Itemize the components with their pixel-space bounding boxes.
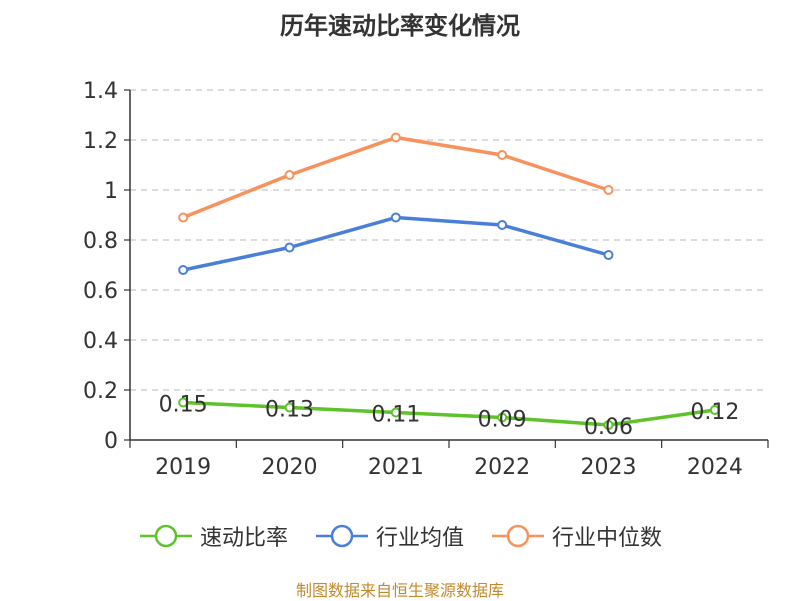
x-tick-label: 2019	[155, 455, 211, 480]
data-point	[497, 150, 508, 160]
legend-label: 行业均值	[375, 526, 464, 551]
legend-label: 速动比率	[199, 526, 288, 551]
data-point	[284, 242, 295, 253]
axes	[124, 89, 769, 448]
data-point	[603, 185, 614, 195]
data-label: 0.09	[478, 408, 527, 433]
data-point	[390, 132, 401, 143]
x-tick-label: 2021	[368, 455, 424, 480]
data-label: 0.12	[690, 400, 739, 425]
legend-circle	[330, 524, 354, 548]
data-label: 0.06	[584, 415, 633, 440]
x-tick-label: 2023	[581, 455, 637, 480]
series-line-2	[182, 215, 609, 272]
legend-circle	[154, 524, 178, 548]
y-tick-label: 1	[104, 179, 118, 204]
data-point	[178, 212, 189, 223]
data-point	[497, 412, 508, 423]
x-tick-label: 2022	[474, 455, 530, 480]
data-point	[709, 405, 720, 415]
data-point	[603, 420, 614, 430]
legend-circle	[506, 524, 530, 548]
y-tick-label: 1.4	[83, 79, 118, 104]
data-label: 0.13	[265, 398, 314, 423]
series-line-1	[183, 400, 716, 427]
legend-item-3[interactable]: 行业中位数	[490, 520, 662, 552]
x-tick-label: 2024	[687, 455, 743, 480]
data-point	[178, 265, 189, 275]
legend-item-1[interactable]: 速动比率	[138, 520, 288, 552]
source-note: 制图数据来自恒生聚源数据库	[295, 581, 504, 600]
legend-item-2[interactable]: 行业均值	[314, 520, 464, 552]
data-point	[390, 212, 401, 223]
y-tick-label: 1.2	[83, 129, 118, 154]
legend-marker-icon	[492, 524, 544, 548]
x-tick-labels: 2019 2020 2021 2022 2023 2024	[155, 455, 743, 480]
legend-marker-icon	[315, 524, 368, 548]
y-tick-label: 0	[104, 429, 118, 454]
data-point	[178, 397, 189, 408]
y-tick-label: 0.8	[83, 229, 118, 254]
data-labels: 0.15 0.13 0.11 0.09 0.06 0.12	[159, 393, 740, 441]
y-tick-label: 0.2	[83, 379, 118, 404]
x-tick-label: 2020	[262, 455, 318, 480]
legend: 速动比率 行业均值 行业中位数	[0, 520, 800, 552]
data-point	[284, 170, 295, 180]
gridlines	[130, 89, 768, 391]
legend-marker-icon	[139, 524, 192, 548]
series-lines	[178, 132, 720, 430]
data-label: 0.15	[159, 393, 208, 418]
series-line-3	[182, 135, 610, 220]
data-point	[284, 402, 295, 413]
chart-title: 历年速动比率变化情况	[280, 12, 520, 40]
y-tick-label: 0.4	[83, 329, 118, 354]
legend-label: 行业中位数	[552, 526, 663, 551]
data-point	[603, 250, 614, 260]
y-tick-labels: 0 0.2 0.4 0.6 0.8 1 1.2 1.4	[83, 79, 118, 454]
data-point	[497, 220, 508, 230]
data-label: 0.11	[371, 403, 420, 428]
data-point	[390, 407, 401, 418]
y-tick-label: 0.6	[83, 279, 118, 304]
